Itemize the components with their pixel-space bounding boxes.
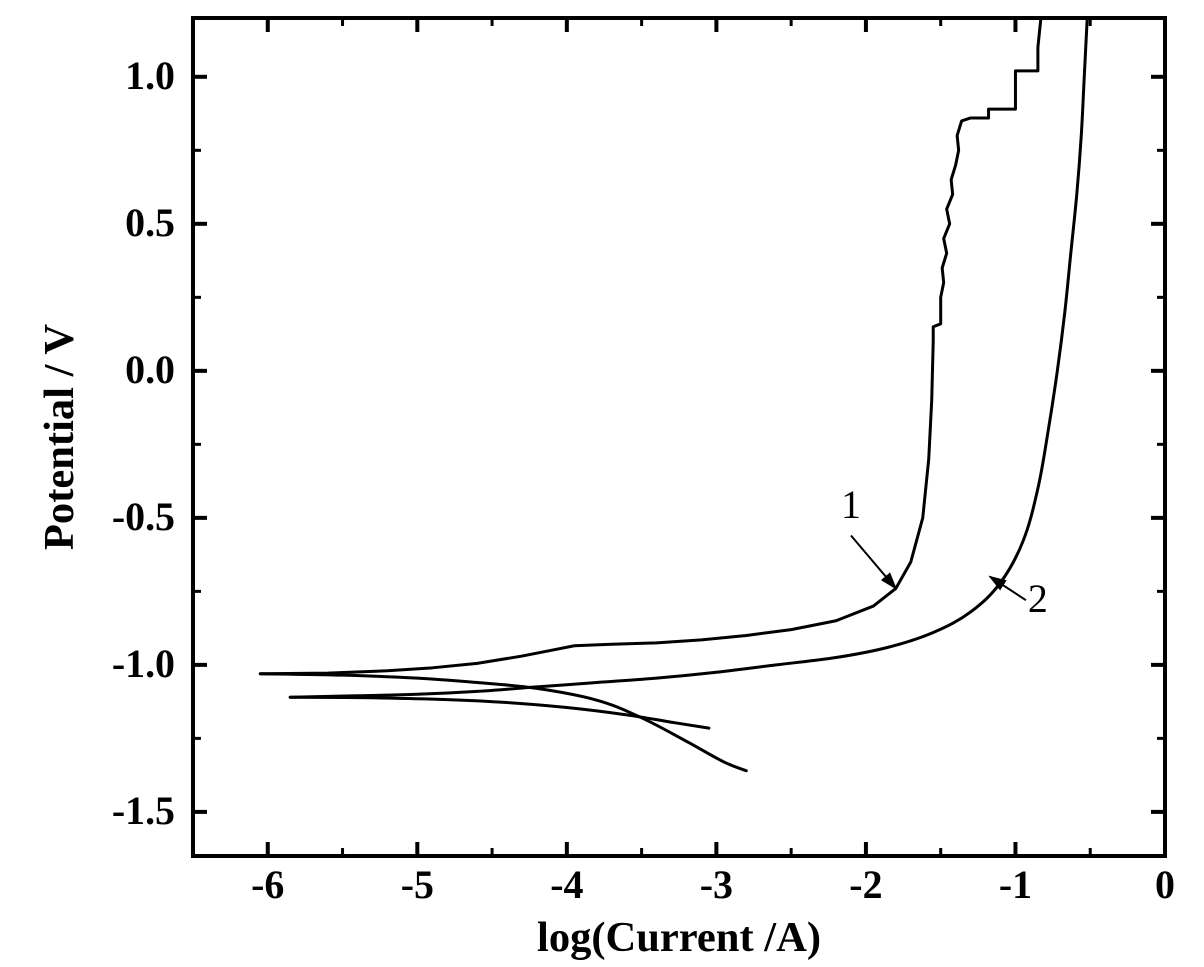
tafel-chart: -6 -5 -4 -3 -2 -1 0 -1.5 -1.0 -0.5 0.0 0.5 1.0 log(Cu… [0,0,1204,967]
y-tick-label: 0.5 [125,200,175,245]
x-tick-label: -1 [999,862,1032,907]
plot-frame [193,18,1165,856]
y-axis-label: Potential / V [36,324,83,550]
y-tick-label: -0.5 [112,494,175,539]
x-tick-label: -5 [401,862,434,907]
annotation-arrow-1 [851,536,896,589]
series-group [260,18,1087,771]
x-tick-label: -2 [849,862,882,907]
chart-svg: -6 -5 -4 -3 -2 -1 0 -1.5 -1.0 -0.5 0.0 0.5 1.0 log(Cu… [0,0,1204,967]
x-axis-label: log(Current /A) [537,914,821,961]
curve-2-cathodic [290,697,709,728]
x-tick-label: -4 [550,862,583,907]
x-tick-label: -3 [700,862,733,907]
x-tick-label: 0 [1155,862,1175,907]
y-tick-label: -1.0 [112,641,175,686]
annotation-label-2: 2 [1028,576,1048,621]
curve-1-anodic [260,18,1041,674]
x-tick-label: -6 [251,862,284,907]
y-tick-label: 1.0 [125,53,175,98]
annotation-label-1: 1 [841,482,861,527]
y-tick-label: 0.0 [125,347,175,392]
y-tick-label: -1.5 [112,788,175,833]
